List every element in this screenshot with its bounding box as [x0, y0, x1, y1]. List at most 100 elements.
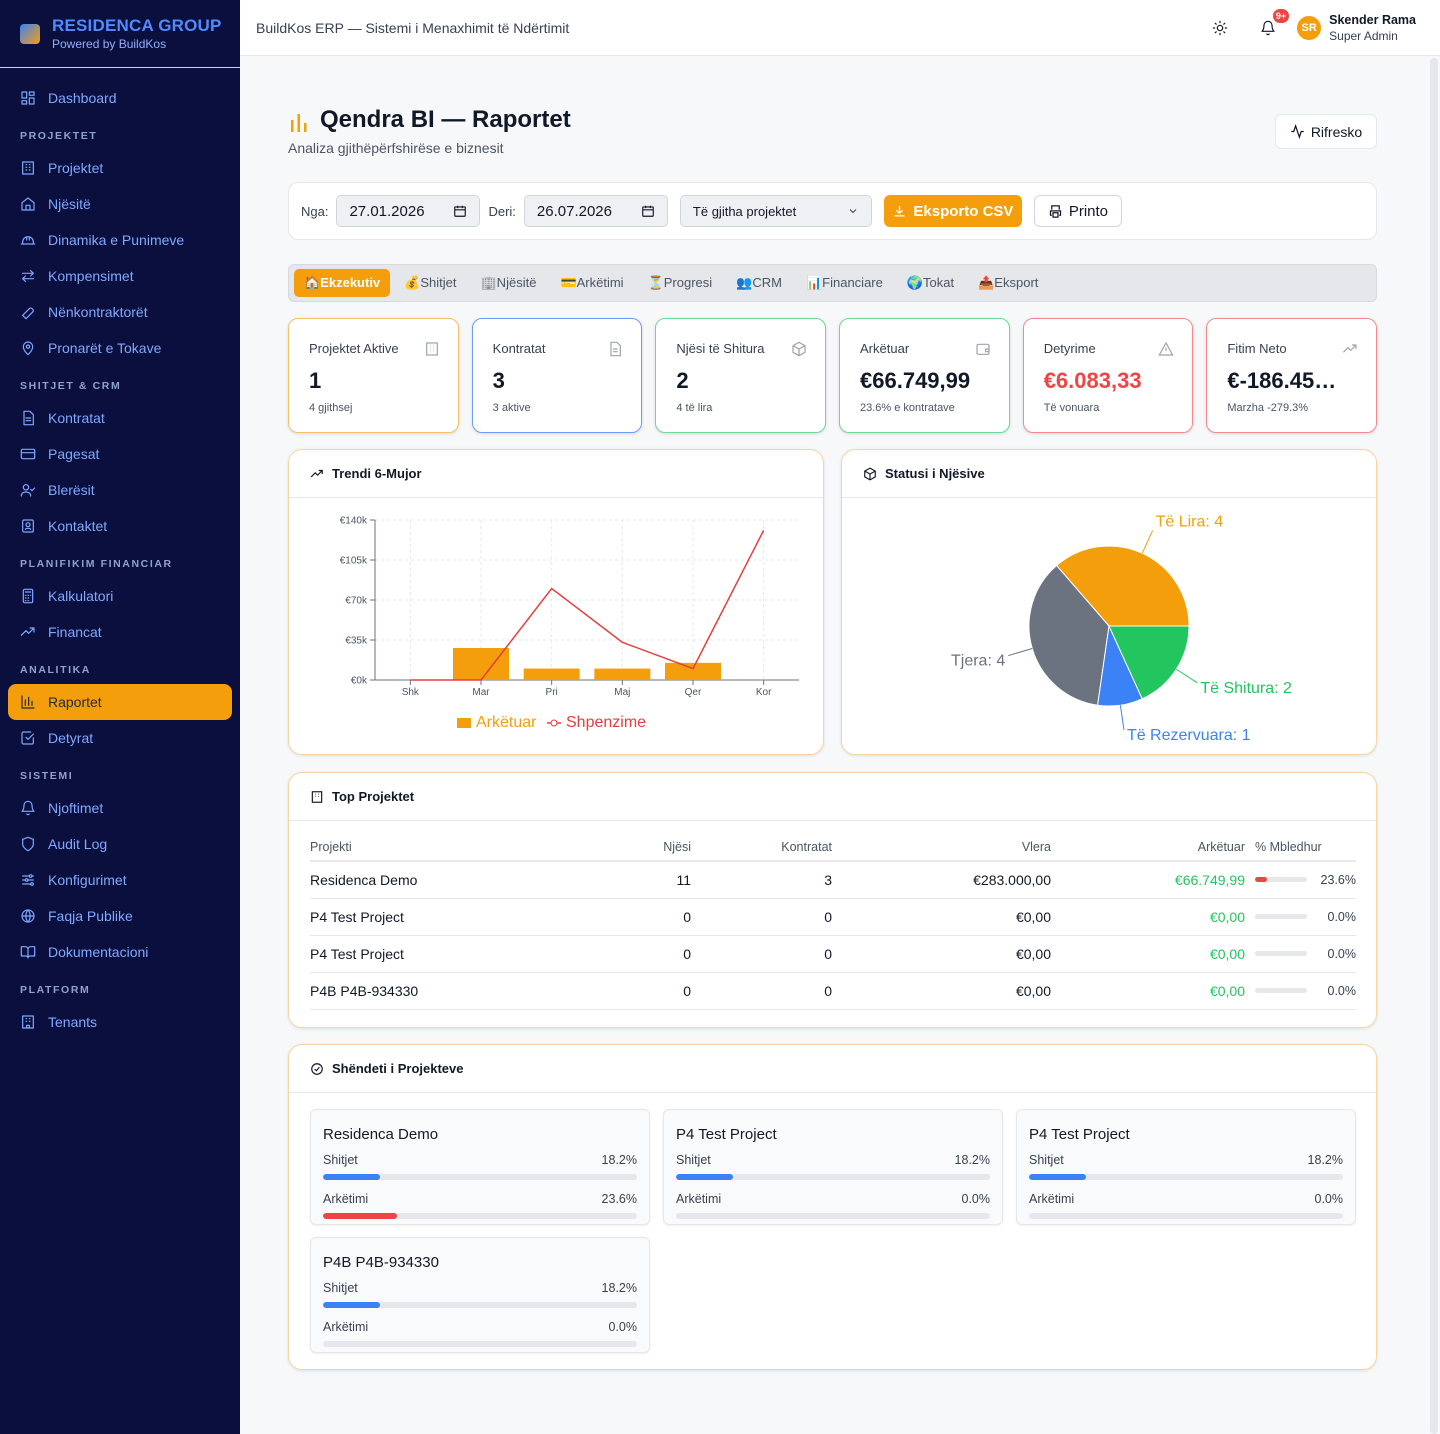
sidebar-item-label: Detyrat: [48, 730, 94, 746]
column-header[interactable]: Njësi: [610, 833, 691, 862]
sidebar-item-dinamika[interactable]: Dinamika e Punimeve: [8, 222, 232, 258]
user-menu[interactable]: SR Skender Rama Super Admin: [1297, 13, 1416, 43]
credit-card-icon: [20, 448, 36, 460]
table-row[interactable]: P4 Test Project 0 0 €0,00 €0,00 0.0%: [310, 898, 1356, 936]
x-tick-label: Maj: [614, 687, 630, 698]
sidebar-item-konfigurimet[interactable]: Konfigurimet: [8, 862, 232, 898]
status-card: Statusi i Njësive Të Lira: 4 Tjera: 4 Të R…: [841, 449, 1377, 755]
sidebar-item-nenkontraktoret[interactable]: Nënkontraktorët: [8, 294, 232, 330]
table-row[interactable]: P4 Test Project 0 0 €0,00 €0,00 0.0%: [310, 935, 1356, 973]
sidebar-item-dashboard[interactable]: Dashboard: [8, 80, 232, 116]
sidebar-item-kalkulatori[interactable]: Kalkulatori: [8, 578, 232, 614]
progress-bar: [1255, 951, 1307, 956]
kpi-label: Kontratat: [492, 341, 546, 356]
tab-njesite[interactable]: 🏢Njësitë: [480, 275, 537, 290]
tab-eksport[interactable]: 📤Eksport: [978, 275, 1039, 290]
sidebar-item-label: Audit Log: [48, 836, 108, 852]
tab-progresi[interactable]: ⏳Progresi: [647, 275, 713, 290]
sidebar-item-audit[interactable]: Audit Log: [8, 826, 232, 862]
kpi-value: 2: [676, 368, 689, 393]
to-label: Deri:: [488, 203, 516, 219]
sidebar-item-raportet[interactable]: Raportet: [8, 684, 232, 720]
sidebar-item-pagesat[interactable]: Pagesat: [8, 436, 232, 472]
sidebar-item-njesite[interactable]: Njësitë: [8, 186, 232, 222]
project-select[interactable]: Të gjitha projektet: [679, 195, 872, 227]
export-csv-button[interactable]: Eksporto CSV: [883, 195, 1022, 227]
sidebar-item-detyrat[interactable]: Detyrat: [8, 720, 232, 756]
column-header[interactable]: Projekti: [310, 833, 610, 862]
print-button[interactable]: Printo: [1033, 195, 1122, 227]
sidebar-item-bleresit[interactable]: Blerësit: [8, 472, 232, 508]
sidebar-item-label: Faqja Publike: [48, 908, 133, 924]
project-name: P4B P4B-934330: [310, 972, 610, 1010]
date-to-input[interactable]: 26.07.2026: [523, 195, 668, 227]
kpi-card: Fitim Neto €-186.45… Marzha -279.3%: [1206, 318, 1378, 433]
sidebar-item-pronaret[interactable]: Pronarët e Tokave: [8, 330, 232, 366]
sidebar-item-label: Dashboard: [48, 90, 117, 106]
app-title: BuildKos ERP — Sistemi i Menaxhimit të N…: [256, 19, 570, 36]
pie-leader-line: [1141, 530, 1154, 554]
collection-bar: [1029, 1213, 1343, 1219]
progress-bar: [1255, 988, 1307, 993]
column-header[interactable]: Vlera: [832, 833, 1051, 862]
date-from-value: 27.01.2026: [349, 202, 425, 220]
tab-shitjet[interactable]: 💰Shitjet: [404, 275, 457, 290]
bar-chart-icon: [21, 695, 35, 709]
sidebar: RESIDENCA GROUP Powered by BuildKos Dash…: [0, 0, 240, 1434]
sidebar-item-tenants[interactable]: Tenants: [8, 1004, 232, 1040]
collection-label: Arkëtimi: [1029, 1192, 1075, 1206]
y-tick-label: €70k: [345, 596, 368, 607]
sales-label: Shitjet: [1029, 1153, 1064, 1167]
health-project-card[interactable]: Residenca Demo Shitjet 18.2% Arkëtimi 23.6%: [310, 1109, 650, 1225]
refresh-button[interactable]: Rifresko: [1275, 114, 1377, 149]
sidebar-item-kompensimet[interactable]: Kompensimet: [8, 258, 232, 294]
check-circle-icon: [311, 1062, 323, 1075]
date-to-value: 26.07.2026: [536, 202, 612, 220]
kpi-value: €66.749,99: [860, 368, 971, 393]
health-project-card[interactable]: P4 Test Project Shitjet 18.2% Arkëtimi 0.0%: [663, 1109, 1003, 1225]
collection-row: Arkëtimi 0.0%: [1029, 1192, 1343, 1206]
tab-ekzekutiv[interactable]: 🏠Ekzekutiv: [294, 269, 391, 297]
page-scrollbar[interactable]: [1430, 58, 1438, 1434]
health-project-card[interactable]: P4B P4B-934330 Shitjet 18.2% Arkëtimi 0.0%: [310, 1237, 650, 1353]
trending-up-icon: [310, 469, 323, 477]
sidebar-item-projektet[interactable]: Projektet: [8, 150, 232, 186]
tab-crm[interactable]: 👥CRM: [736, 275, 782, 290]
sliders-icon: [22, 874, 34, 886]
table-row[interactable]: P4B P4B-934330 0 0 €0,00 €0,00 0.0%: [310, 972, 1356, 1010]
pct-value: 23.6%: [1320, 872, 1356, 887]
sidebar-item-financat[interactable]: Financat: [8, 614, 232, 650]
kpi-value: 1: [309, 368, 322, 393]
date-from-input[interactable]: 27.01.2026: [336, 195, 481, 227]
health-project-card[interactable]: P4 Test Project Shitjet 18.2% Arkëtimi 0.0%: [1016, 1109, 1356, 1225]
status-card-title: Statusi i Njësive: [885, 466, 985, 481]
sidebar-nav: Dashboard PROJEKTET Projektet Njësitë Di…: [0, 68, 240, 1040]
sidebar-item-label: Pronarët e Tokave: [48, 340, 162, 356]
column-header[interactable]: Arkëtuar: [1051, 833, 1245, 862]
contracts-cell: 0: [691, 935, 832, 973]
progress-fill: [1255, 877, 1268, 883]
bell-icon: [1261, 20, 1275, 36]
pie-slice: [1028, 564, 1110, 706]
sales-row: Shitjet 18.2%: [323, 1281, 637, 1295]
print-label: Printo: [1068, 202, 1109, 220]
theme-toggle-button[interactable]: [1209, 17, 1231, 39]
kpi-card: Arkëtuar €66.749,99 23.6% e kontratave: [839, 318, 1010, 433]
sidebar-item-kontratat[interactable]: Kontratat: [8, 400, 232, 436]
column-header[interactable]: Kontratat: [691, 833, 832, 862]
calculator-icon: [22, 588, 34, 604]
tab-tokat[interactable]: 🌍Tokat: [906, 275, 955, 290]
sidebar-item-label: Raportet: [48, 694, 102, 710]
tab-arketimi[interactable]: 💳Arkëtimi: [560, 275, 624, 290]
sidebar-item-kontaktet[interactable]: Kontaktet: [8, 508, 232, 544]
health-project-name: P4 Test Project: [1029, 1126, 1130, 1143]
table-row[interactable]: Residenca Demo 11 3 €283.000,00 €66.749,99 23…: [310, 861, 1356, 899]
tab-financiare[interactable]: 📊Financiare: [805, 275, 883, 290]
brand[interactable]: RESIDENCA GROUP Powered by BuildKos: [0, 0, 240, 68]
sidebar-item-njoftimet[interactable]: Njoftimet: [8, 790, 232, 826]
sidebar-item-faqja[interactable]: Faqja Publike: [8, 898, 232, 934]
sidebar-item-dokumentacioni[interactable]: Dokumentacioni: [8, 934, 232, 970]
notifications-button[interactable]: 9+: [1257, 9, 1290, 39]
kpi-card: Detyrime €6.083,33 Të vonuara: [1022, 318, 1194, 433]
column-header[interactable]: % Mbledhur: [1245, 833, 1356, 862]
